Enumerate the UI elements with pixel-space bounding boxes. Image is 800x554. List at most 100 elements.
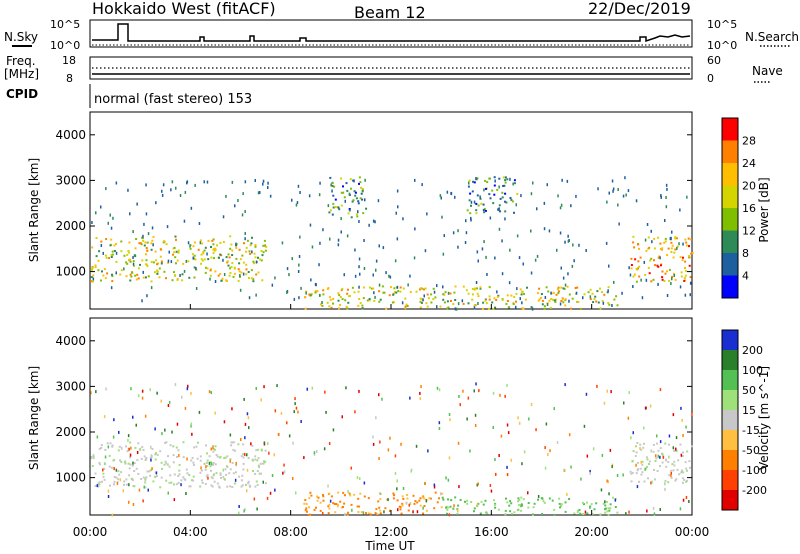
noise-point bbox=[110, 226, 113, 230]
data-point bbox=[441, 492, 444, 495]
data-point bbox=[606, 510, 609, 513]
noise-point bbox=[175, 186, 177, 190]
data-point bbox=[229, 272, 232, 274]
noise-point bbox=[102, 468, 104, 472]
data-point bbox=[597, 301, 600, 304]
data-point bbox=[213, 257, 215, 260]
data-point bbox=[493, 184, 496, 187]
data-point bbox=[90, 280, 93, 283]
noise-point bbox=[643, 426, 645, 430]
data-point bbox=[344, 299, 347, 302]
data-point bbox=[125, 261, 128, 264]
noise-point bbox=[650, 449, 652, 453]
noise-point bbox=[244, 508, 246, 512]
data-point bbox=[127, 462, 130, 465]
noise-point bbox=[433, 483, 436, 487]
data-point bbox=[654, 460, 657, 462]
noise-point bbox=[90, 391, 92, 395]
noise-point bbox=[263, 441, 266, 445]
noise-point bbox=[659, 256, 661, 260]
data-point bbox=[578, 508, 581, 511]
data-point bbox=[688, 245, 690, 248]
data-point bbox=[604, 504, 607, 507]
noise-point bbox=[409, 274, 411, 278]
noise-point bbox=[208, 390, 211, 394]
data-point bbox=[512, 303, 515, 305]
data-point bbox=[633, 246, 636, 249]
colorbar-segment bbox=[722, 118, 738, 141]
data-point bbox=[545, 286, 548, 289]
data-point bbox=[213, 473, 215, 476]
data-point bbox=[442, 298, 445, 301]
data-point bbox=[639, 256, 642, 259]
data-point bbox=[468, 179, 471, 182]
data-point bbox=[129, 441, 132, 444]
noise-point bbox=[611, 304, 613, 307]
data-point bbox=[129, 463, 132, 466]
noise-point bbox=[194, 183, 196, 187]
data-point bbox=[257, 464, 260, 467]
data-point bbox=[212, 462, 215, 464]
data-point bbox=[401, 502, 404, 505]
data-point bbox=[192, 479, 195, 482]
data-point bbox=[392, 293, 395, 296]
cpid-text: normal (fast stereo) 153 bbox=[94, 92, 252, 107]
data-point bbox=[255, 449, 258, 452]
data-point bbox=[557, 292, 560, 295]
data-point bbox=[156, 270, 159, 273]
data-point bbox=[130, 477, 133, 480]
data-point bbox=[156, 475, 158, 478]
x-tick-label: 00:00 bbox=[675, 525, 710, 539]
data-point bbox=[359, 181, 362, 184]
noise-point bbox=[375, 268, 377, 272]
data-point bbox=[551, 298, 554, 301]
data-point bbox=[543, 307, 546, 310]
noise-point bbox=[501, 272, 504, 276]
data-point bbox=[568, 498, 571, 500]
data-point bbox=[467, 292, 470, 295]
data-point bbox=[407, 509, 410, 512]
data-point bbox=[134, 446, 137, 449]
noise-point bbox=[424, 249, 427, 253]
noise-point bbox=[589, 469, 591, 473]
data-point bbox=[471, 288, 474, 290]
noise-point bbox=[413, 256, 416, 260]
data-point bbox=[425, 302, 428, 305]
data-point bbox=[454, 496, 457, 499]
data-point bbox=[400, 512, 403, 515]
data-point bbox=[419, 287, 422, 290]
noise-point bbox=[410, 469, 412, 473]
data-point bbox=[265, 245, 268, 248]
noise-point bbox=[394, 471, 397, 475]
data-point bbox=[254, 256, 257, 259]
data-point bbox=[188, 474, 191, 476]
data-point bbox=[652, 450, 655, 453]
data-point bbox=[231, 262, 234, 265]
data-point bbox=[404, 297, 407, 300]
data-point bbox=[332, 194, 335, 197]
data-point bbox=[586, 501, 588, 504]
data-point bbox=[110, 466, 113, 469]
data-point bbox=[547, 290, 550, 293]
data-point bbox=[165, 479, 168, 482]
data-point bbox=[154, 250, 157, 253]
data-point bbox=[357, 290, 360, 293]
data-point bbox=[328, 211, 331, 214]
data-point bbox=[240, 479, 243, 482]
data-point bbox=[148, 470, 151, 473]
noise-point bbox=[179, 194, 182, 197]
data-point bbox=[262, 244, 265, 247]
noise-point bbox=[602, 301, 605, 305]
data-point bbox=[134, 247, 137, 250]
noise-point bbox=[107, 445, 110, 449]
data-point bbox=[245, 483, 247, 486]
noise-point bbox=[138, 394, 140, 398]
data-point bbox=[327, 512, 330, 515]
data-point bbox=[599, 287, 601, 290]
noise-point bbox=[449, 418, 451, 422]
data-point bbox=[388, 294, 391, 297]
data-point bbox=[527, 506, 530, 509]
data-point bbox=[674, 278, 677, 281]
noise-point bbox=[180, 483, 182, 487]
colorbar-tick-label: 24 bbox=[742, 157, 756, 170]
